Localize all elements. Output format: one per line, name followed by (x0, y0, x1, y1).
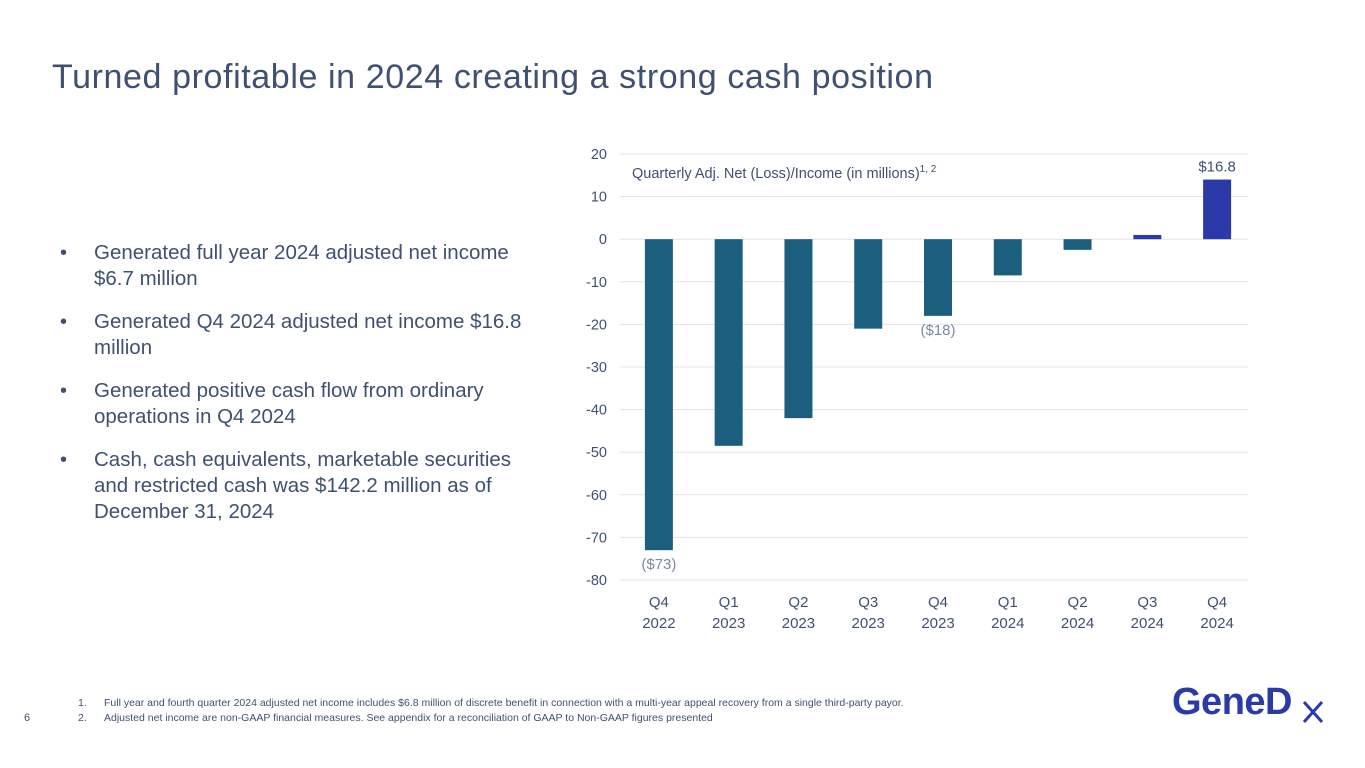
bullet-text: Generated positive cash flow from ordina… (94, 379, 484, 428)
bullet-list: • Generated full year 2024 adjusted net i… (60, 240, 540, 542)
y-tick-label: -20 (586, 317, 607, 333)
genedx-logo: GeneD (1172, 681, 1324, 724)
bar (993, 239, 1022, 276)
chart-title-text: Quarterly Adj. Net (Loss)/Income (in mil… (632, 166, 920, 182)
bar (924, 239, 952, 316)
bullet-item: • Generated positive cash flow from ordin… (60, 378, 540, 430)
bullet-symbol: • (60, 311, 68, 333)
x-tick-label: 2023 (712, 615, 745, 632)
x-tick-label: 2023 (921, 615, 954, 632)
x-tick-label: 2024 (1131, 615, 1164, 632)
y-tick-label: 10 (591, 190, 607, 206)
bullet-item: • Generated Q4 2024 adjusted net income $… (60, 309, 540, 361)
x-tick-label: 2023 (852, 615, 885, 632)
bar (714, 239, 743, 446)
bar (1203, 179, 1232, 240)
bar (784, 239, 813, 419)
y-tick-label: -50 (586, 445, 607, 461)
bar (854, 239, 883, 329)
x-tick-label: Q2 (1068, 594, 1088, 611)
x-tick-label: 2022 (642, 615, 675, 632)
y-tick-label: 0 (599, 232, 607, 248)
bullet-symbol: • (60, 242, 68, 264)
net-income-bar-chart: 20 10 0 -10 -20 -30 -40 -50 -60 -70 -80 Q4 2022 Q1 20… (586, 147, 1248, 632)
y-tick-label: -70 (586, 530, 607, 546)
x-tick-label: 2023 (782, 615, 815, 632)
footnote-2: 2. Adjusted net income are non-GAAP finan… (78, 712, 713, 724)
x-tick-label: Q3 (858, 594, 878, 611)
page-number: 6 (24, 712, 31, 724)
y-axis: 20 10 0 -10 -20 -30 -40 -50 -60 -70 -80 (586, 147, 607, 589)
bar (1063, 239, 1092, 250)
y-tick-label: -30 (586, 360, 607, 376)
data-label: $16.8 (1198, 159, 1236, 176)
bars (644, 179, 1232, 551)
chart-title-superscript: 1, 2 (920, 164, 937, 175)
x-tick-label: Q4 (1207, 594, 1227, 611)
y-tick-label: -10 (586, 275, 607, 291)
x-tick-label: Q3 (1137, 594, 1157, 611)
x-tick-label: Q1 (998, 594, 1018, 611)
data-labels: ($73) ($18) $16.8 (641, 159, 1236, 574)
bullet-text: Cash, cash equivalents, marketable secur… (94, 448, 512, 523)
slide-title: Turned profitable in 2024 creating a str… (52, 58, 934, 96)
bar (1133, 234, 1162, 240)
y-tick-label: -40 (586, 403, 607, 419)
x-tick-label: 2024 (991, 615, 1024, 632)
y-tick-label: -60 (586, 488, 607, 504)
gridlines (620, 153, 1248, 581)
data-label: ($73) (641, 556, 676, 573)
bullet-text: Generated full year 2024 adjusted net in… (94, 241, 509, 290)
x-tick-label: Q4 (649, 594, 669, 611)
bullet-text: Generated Q4 2024 adjusted net income $1… (94, 310, 522, 359)
footnotes: 1. Full year and fourth quarter 2024 adju… (78, 696, 904, 726)
x-tick-label: Q4 (928, 594, 948, 611)
x-tick-label: 2024 (1200, 615, 1233, 632)
x-tick-label: Q2 (788, 594, 808, 611)
bar (644, 239, 673, 551)
x-tick-label: Q1 (719, 594, 739, 611)
x-axis: Q4 2022 Q1 2023 Q2 2023 Q3 2023 Q4 2023 Q1 2024 Q2 20… (642, 594, 1234, 632)
y-tick-label: -80 (586, 573, 607, 589)
footnote-1: 1. Full year and fourth quarter 2024 adju… (78, 697, 904, 709)
data-label: ($18) (920, 322, 955, 339)
bullet-symbol: • (60, 449, 68, 471)
svg-text:GeneD: GeneD (1172, 681, 1292, 723)
bullet-symbol: • (60, 380, 68, 402)
y-tick-label: 20 (591, 147, 607, 163)
bullet-item: • Cash, cash equivalents, marketable secu… (60, 447, 540, 525)
bullet-item: • Generated full year 2024 adjusted net i… (60, 240, 540, 292)
x-tick-label: 2024 (1061, 615, 1094, 632)
chart-title: Quarterly Adj. Net (Loss)/Income (in mil… (632, 164, 937, 182)
